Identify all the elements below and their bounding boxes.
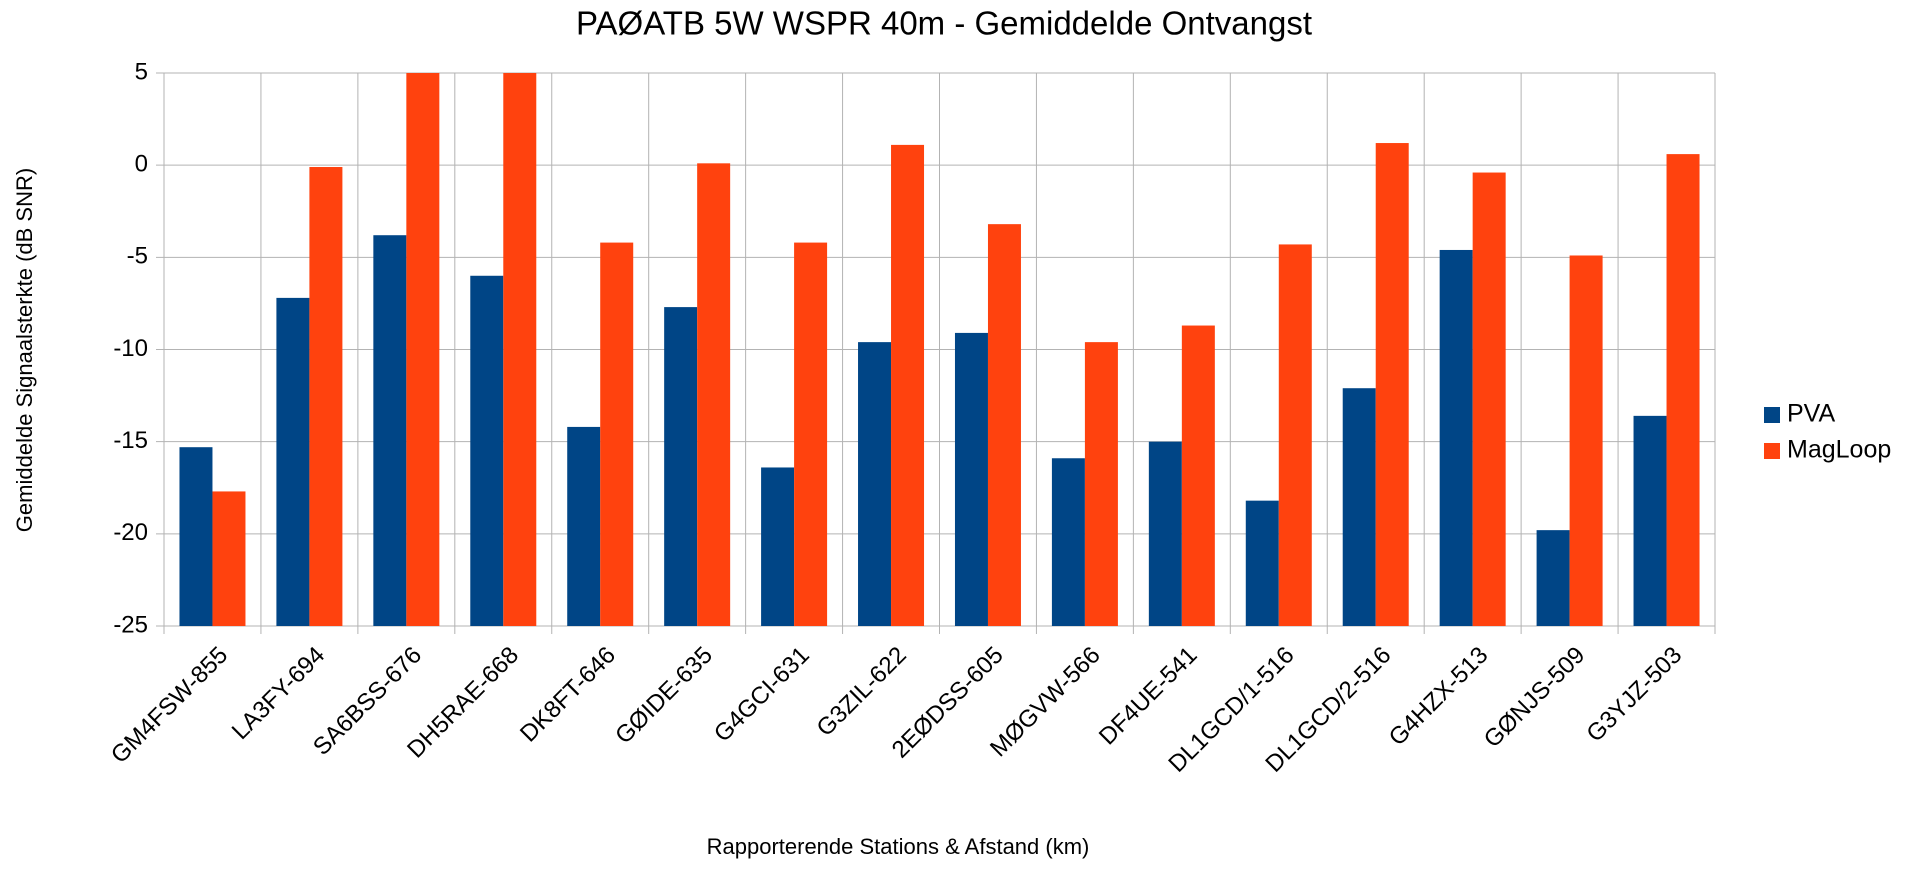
x-tick-label: GØIDE-635 — [610, 642, 718, 750]
bar — [987, 224, 1021, 627]
legend-swatch — [1764, 407, 1780, 423]
bar — [567, 426, 601, 626]
legend-label: MagLoop — [1787, 436, 1891, 464]
bar — [1245, 500, 1279, 626]
x-tick-label: DF4UE-541 — [1094, 642, 1203, 751]
x-tick-label: GM4FSW-855 — [106, 642, 233, 769]
bar — [1342, 388, 1376, 626]
y-axis-title: Gemiddelde Signaalsterkte (dB SNR) — [12, 168, 37, 532]
bar — [891, 144, 925, 626]
y-tick-label: -20 — [113, 519, 148, 546]
bar — [276, 297, 310, 626]
x-tick-label: G3ZIL-622 — [812, 642, 912, 742]
bar — [179, 447, 213, 626]
bar — [761, 467, 795, 626]
bar — [1375, 143, 1409, 626]
bar — [1181, 325, 1215, 626]
y-tick-label: -25 — [113, 611, 148, 638]
bar — [470, 275, 504, 626]
x-tick-label: GØNJS-509 — [1479, 642, 1591, 754]
y-tick-label: 5 — [135, 58, 148, 85]
legend-label: PVA — [1787, 400, 1835, 428]
bar — [503, 73, 537, 626]
y-tick-label: 0 — [135, 151, 148, 178]
y-tick-label: -15 — [113, 427, 148, 454]
bar — [309, 167, 343, 626]
y-tick-label: -5 — [127, 243, 148, 270]
bar — [373, 235, 407, 627]
bar — [212, 491, 246, 626]
bar — [794, 242, 828, 626]
bar — [1633, 415, 1667, 626]
x-tick-label: G4GCI-631 — [709, 642, 815, 748]
x-tick-label: G3YJZ-503 — [1581, 642, 1687, 748]
bar — [858, 342, 892, 626]
bar — [1439, 249, 1473, 626]
y-tick-label: -10 — [113, 335, 148, 362]
bar — [1148, 441, 1182, 626]
bar — [954, 332, 988, 626]
bar — [1569, 255, 1603, 627]
bar — [1472, 172, 1506, 627]
bar — [664, 307, 698, 626]
bar — [600, 242, 634, 626]
chart-title: PAØATB 5W WSPR 40m - Gemiddelde Ontvangs… — [576, 5, 1312, 42]
bar — [1278, 244, 1312, 626]
x-axis-title: Rapporterende Stations & Afstand (km) — [707, 834, 1090, 859]
x-tick-label: LA3FY-694 — [227, 642, 330, 745]
bar — [1051, 458, 1085, 626]
legend-swatch — [1764, 443, 1780, 459]
x-tick-label: DK8FT-646 — [515, 642, 621, 748]
bar — [1536, 530, 1570, 626]
x-tick-label: G4HZX-513 — [1384, 642, 1494, 752]
bar — [1084, 342, 1118, 626]
bar — [406, 73, 440, 626]
bar — [697, 163, 731, 626]
bar — [1666, 154, 1700, 626]
